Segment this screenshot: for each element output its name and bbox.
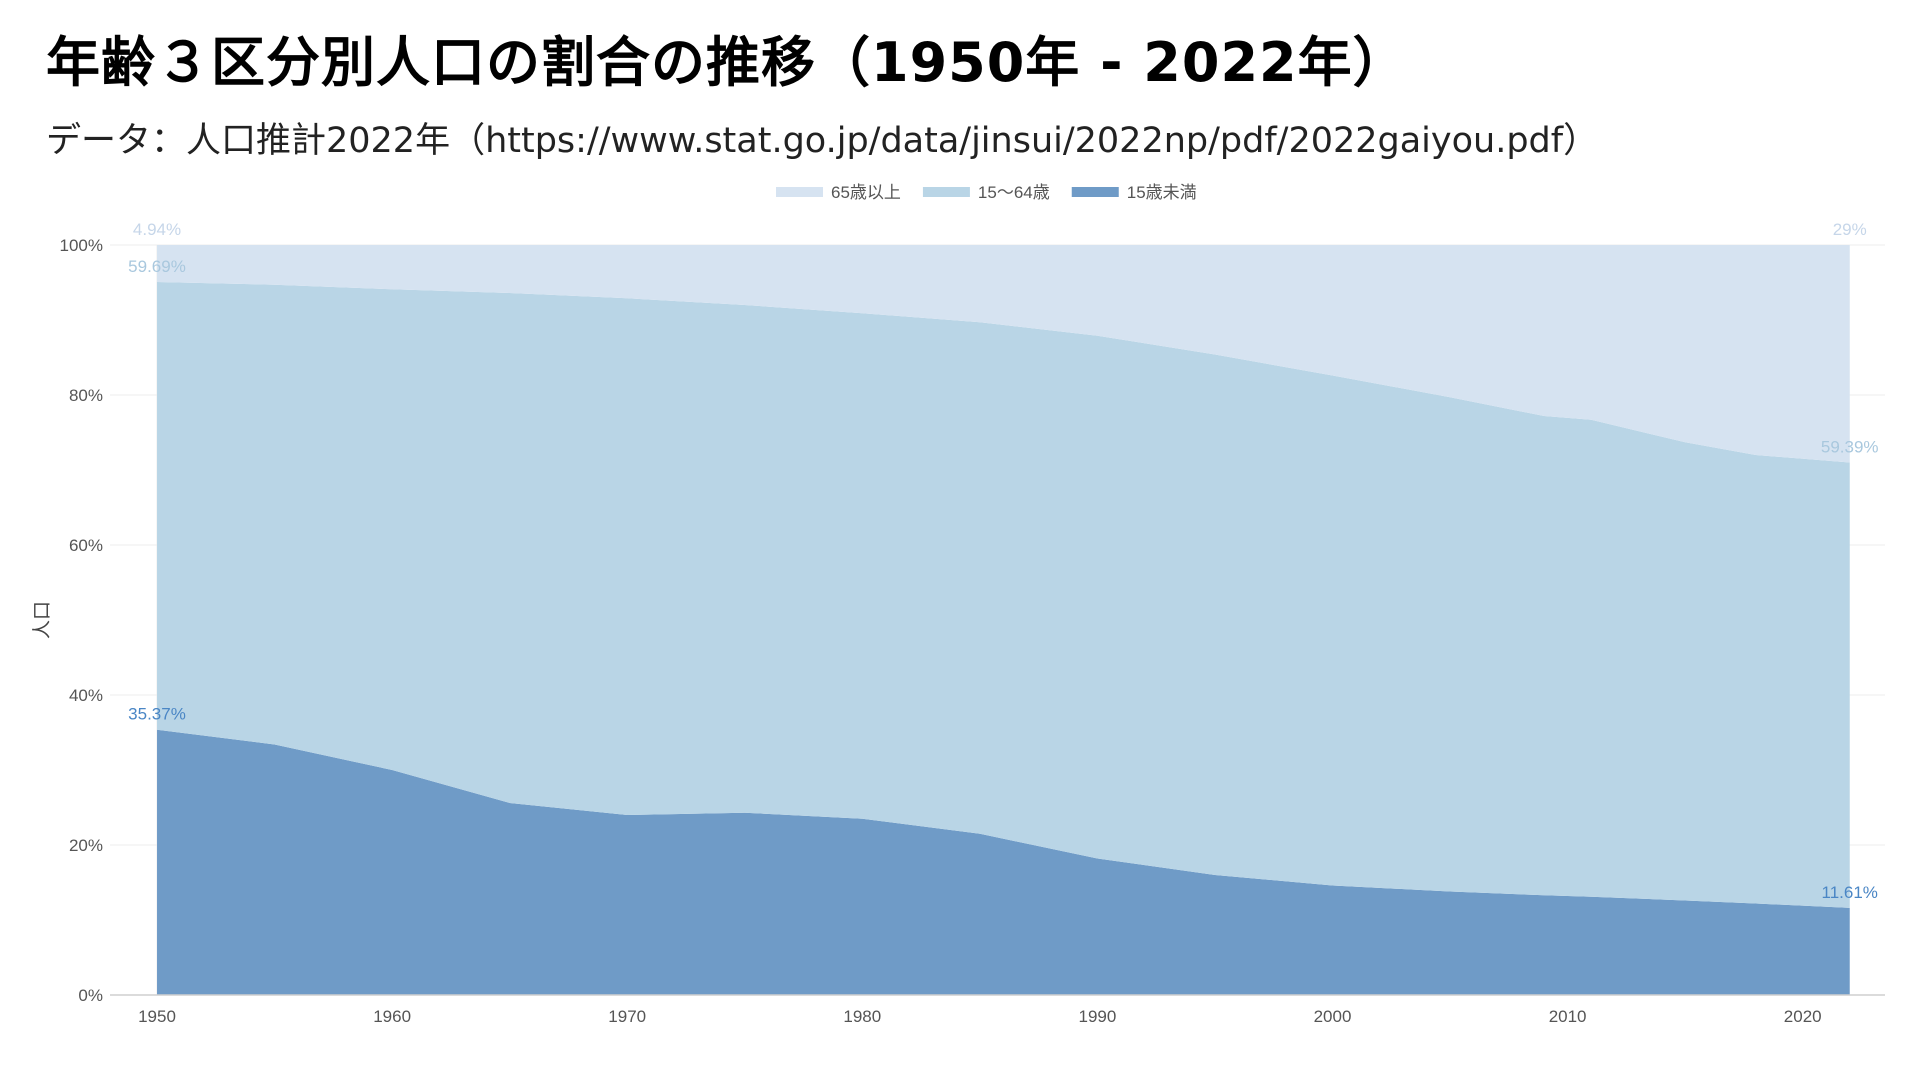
- area-65歳以上: [157, 245, 1850, 463]
- axis-layer: 0% 20% 40% 60% 80% 100% 1950 1960 1970 1980 1990 20…: [60, 236, 1885, 1026]
- data-label: 35.37%: [128, 705, 186, 724]
- x-tick-label: 1950: [138, 1007, 176, 1026]
- y-tick-label: 80%: [69, 386, 103, 405]
- legend-label: 65歳以上: [831, 183, 901, 202]
- data-label: 59.39%: [1821, 438, 1879, 457]
- data-label: 4.94%: [133, 220, 181, 239]
- x-tick-label: 2020: [1784, 1007, 1822, 1026]
- chart-title: 年齢３区分別人口の割合の推移（1950年 - 2022年）: [46, 31, 1408, 94]
- y-tick-label: 0%: [78, 986, 103, 1005]
- x-tick-label: 2010: [1549, 1007, 1587, 1026]
- chart-subtitle: データ：人口推計2022年（https://www.stat.go.jp/dat…: [46, 121, 1599, 161]
- legend-swatch: [922, 187, 970, 197]
- area-layer: [157, 245, 1850, 995]
- area-15歳未満: [157, 729, 1850, 995]
- x-tick-label: 1970: [608, 1007, 646, 1026]
- label-layer: 35.37% 11.61% 59.69% 59.39% 4.94% 29%: [128, 220, 1878, 902]
- legend-swatch: [1071, 187, 1119, 197]
- x-tick-label: 2000: [1314, 1007, 1352, 1026]
- y-tick-label: 40%: [69, 686, 103, 705]
- legend-label: 15歳未満: [1127, 183, 1197, 202]
- y-axis-label: 人口: [31, 601, 53, 639]
- x-tick-label: 1960: [373, 1007, 411, 1026]
- data-label: 59.69%: [128, 257, 186, 276]
- legend: 65歳以上 15〜64歳 15歳未満: [776, 183, 1197, 202]
- y-tick-label: 20%: [69, 836, 103, 855]
- y-tick-label: 60%: [69, 536, 103, 555]
- area-15〜64歳: [157, 282, 1850, 908]
- data-label: 29%: [1833, 220, 1867, 239]
- x-tick-label: 1980: [843, 1007, 881, 1026]
- legend-swatch: [776, 187, 823, 197]
- x-tick-label: 1990: [1079, 1007, 1117, 1026]
- data-label: 11.61%: [1822, 883, 1878, 902]
- legend-label: 15〜64歳: [978, 183, 1050, 202]
- y-tick-label: 100%: [60, 236, 103, 255]
